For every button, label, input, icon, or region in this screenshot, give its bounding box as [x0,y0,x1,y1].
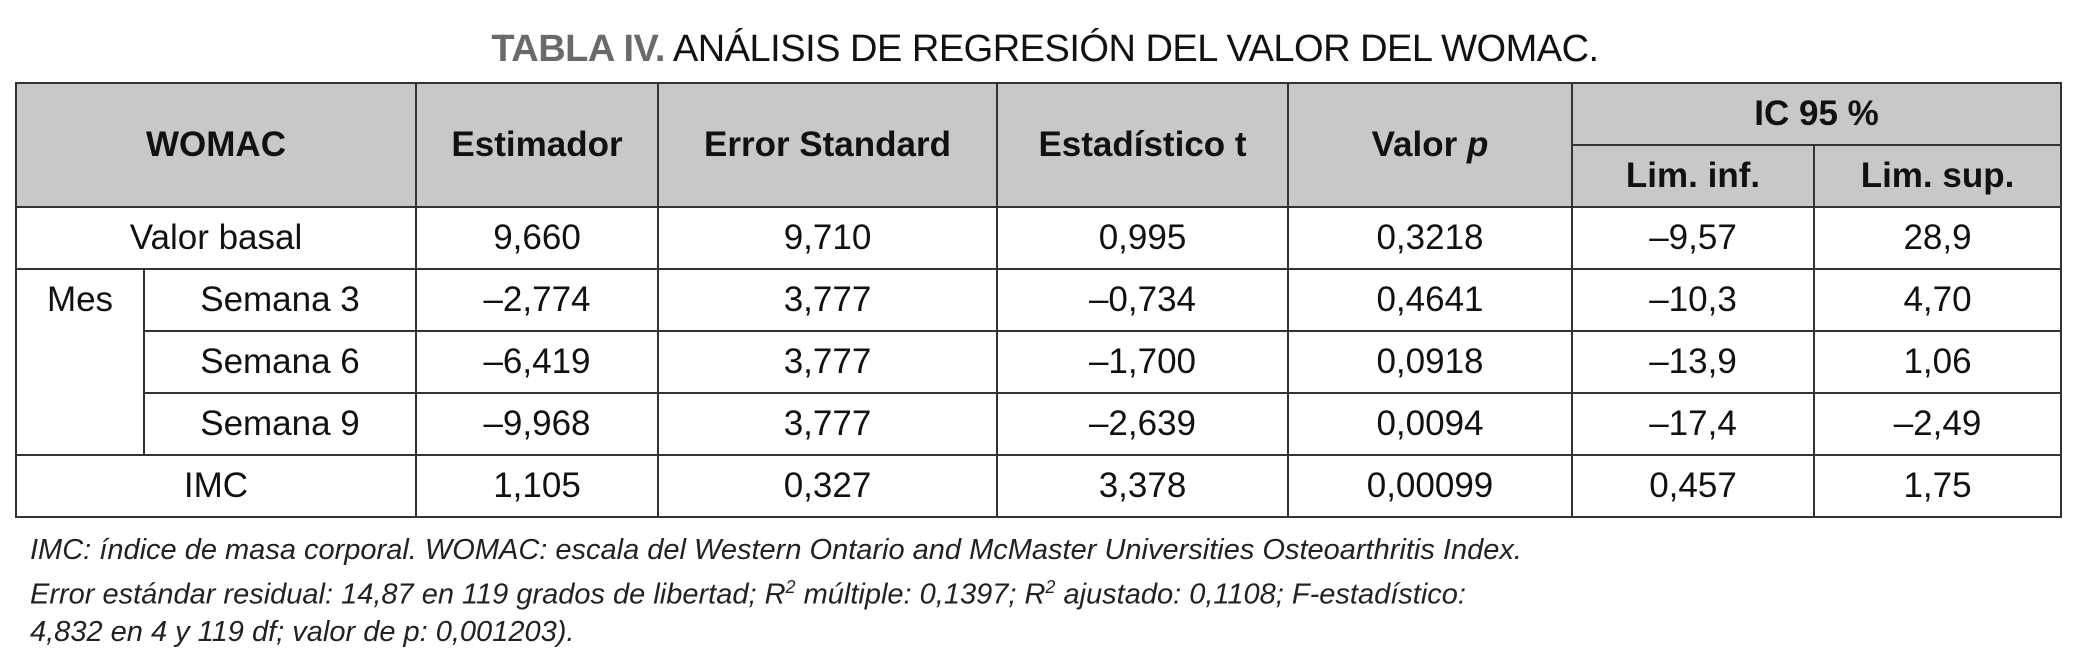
footnote-text: múltiple: 0,1397; R [795,578,1046,611]
row-label: IMC [15,454,417,518]
table-title: TABLA IV. ANÁLISIS DE REGRESIÓN DEL VALO… [0,28,2090,71]
cell: 0,0918 [1287,330,1573,394]
header-estadistico-t: Estadístico t [996,82,1289,208]
valor-label: Valor [1371,125,1458,164]
header-error-standard: Error Standard [657,82,998,208]
footnote-text: Error estándar residual: 14,87 en 119 gr… [30,578,786,611]
cell: 3,777 [657,330,998,394]
header-estimador: Estimador [415,82,659,208]
header-lim-inf: Lim. inf. [1571,144,1815,208]
cell: 9,710 [657,206,998,270]
header-row: WOMAC Estimador Error Standard Estadísti… [15,82,2062,208]
table-row: Semana 6 –6,419 3,777 –1,700 0,0918 –13,… [16,330,2062,394]
row-label: Semana 6 [143,330,417,394]
table-footnote: IMC: índice de masa corporal. WOMAC: esc… [30,532,1522,651]
cell: 0,457 [1571,454,1815,518]
group-label-mes: Mes [15,268,145,456]
cell: –17,4 [1571,392,1815,456]
footnote-text: ajustado: 0,1108; F-estadístico: [1055,578,1466,611]
cell: –1,700 [996,330,1289,394]
row-label: Semana 3 [143,268,417,332]
cell: –6,419 [415,330,659,394]
cell: 3,378 [996,454,1289,518]
table-row: IMC 1,105 0,327 3,378 0,00099 0,457 1,75 [15,454,2062,518]
regression-table: WOMAC Estimador Error Standard Estadísti… [15,82,2062,518]
table-number: TABLA IV. [491,28,665,70]
table-row: Semana 9 –9,968 3,777 –2,639 0,0094 –17,… [16,392,2062,456]
cell: 1,06 [1813,330,2062,394]
cell: 0,4641 [1287,268,1573,332]
cell: 28,9 [1813,206,2062,270]
cell: –0,734 [996,268,1289,332]
cell: 0,00099 [1287,454,1573,518]
cell: –13,9 [1571,330,1815,394]
cell: –2,774 [415,268,659,332]
cell: –2,639 [996,392,1289,456]
cell: –2,49 [1813,392,2062,456]
header-valor-p: Valor p [1287,82,1573,208]
header-subrow: Lim. inf. Lim. sup. [16,144,2062,208]
table-row: Valor basal 9,660 9,710 0,995 0,3218 –9,… [15,206,2062,270]
header-womac: WOMAC [15,82,417,208]
cell: 0,0094 [1287,392,1573,456]
footnote-line-1: IMC: índice de masa corporal. WOMAC: esc… [30,534,1522,566]
cell: 0,3218 [1287,206,1573,270]
cell: 0,995 [996,206,1289,270]
cell: 3,777 [657,268,998,332]
cell: –9,968 [415,392,659,456]
superscript: 2 [785,577,796,597]
table-caption: ANÁLISIS DE REGRESIÓN DEL VALOR DEL WOMA… [672,28,1599,70]
cell: 1,105 [415,454,659,518]
cell: 0,327 [657,454,998,518]
row-label: Semana 9 [143,392,417,456]
cell: 4,70 [1813,268,2062,332]
superscript: 2 [1045,577,1056,597]
p-label: p [1466,125,1489,164]
table-row: Mes Semana 3 –2,774 3,777 –0,734 0,4641 … [15,268,2062,456]
cell: 9,660 [415,206,659,270]
cell: 1,75 [1813,454,2062,518]
footnote-line-2: Error estándar residual: 14,87 en 119 gr… [30,569,1522,614]
cell: 3,777 [657,392,998,456]
row-label: Valor basal [15,206,417,270]
header-lim-sup: Lim. sup. [1813,144,2062,208]
header-ic-95: IC 95 % [1571,82,2062,146]
cell: –9,57 [1571,206,1815,270]
cell: –10,3 [1571,268,1815,332]
footnote-line-3: 4,832 en 4 y 119 df; valor de p: 0,00120… [30,615,575,648]
